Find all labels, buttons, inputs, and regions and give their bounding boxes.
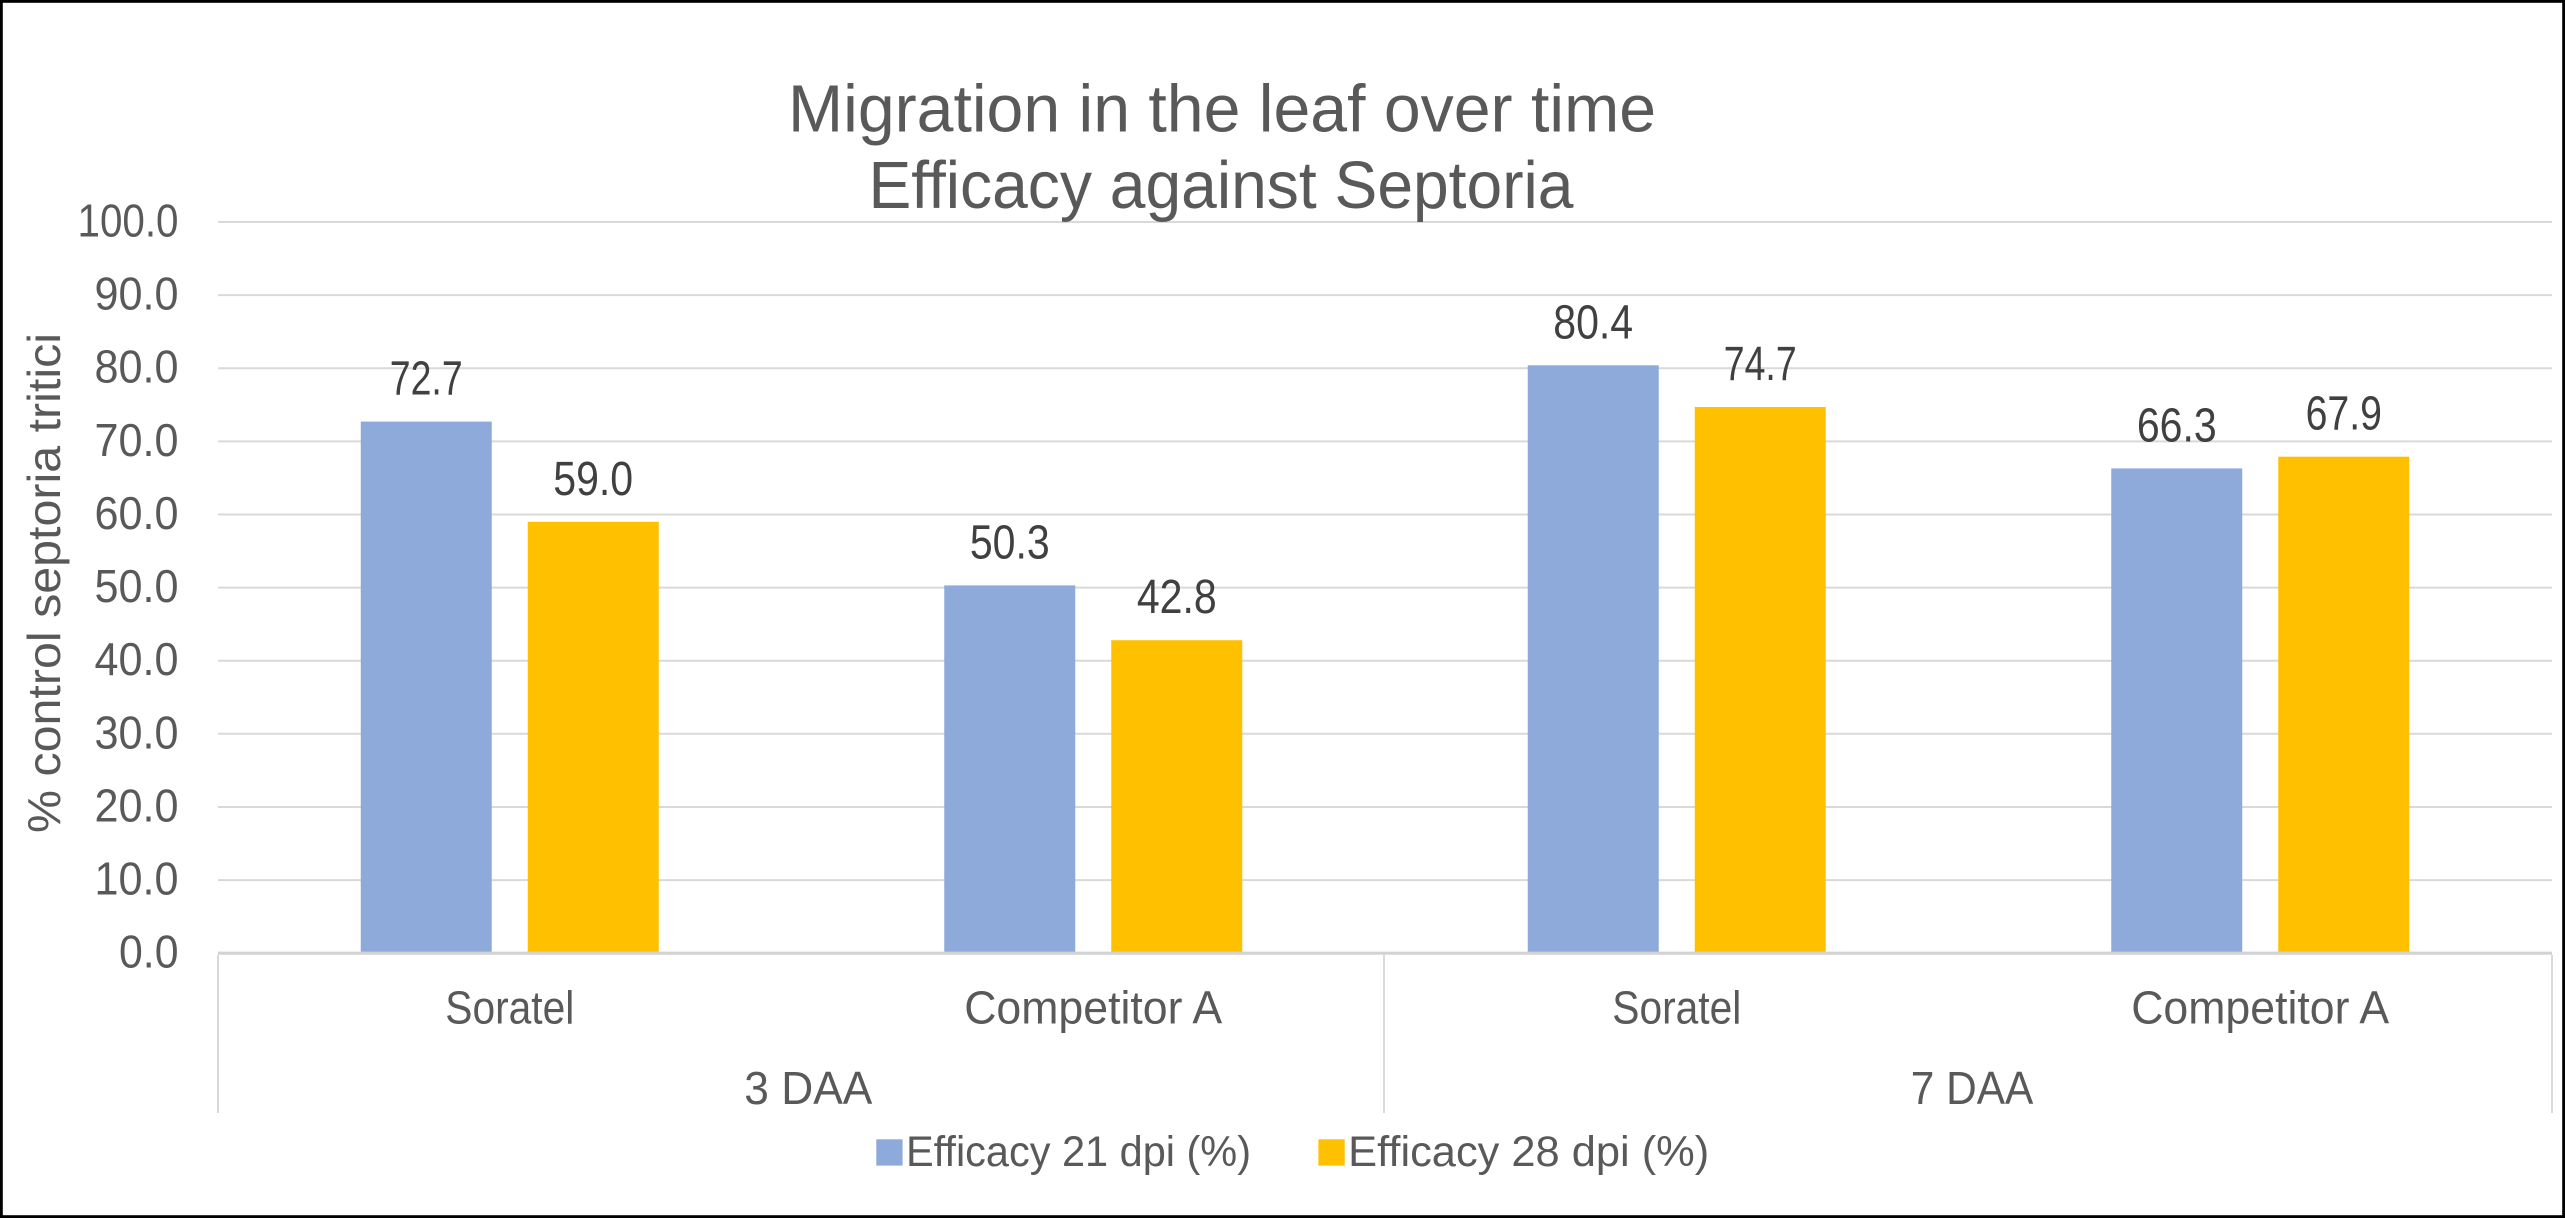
svg-text:Efficacy 28 dpi (%): Efficacy 28 dpi (%) [1348,1129,1709,1176]
svg-text:Competitor A: Competitor A [2131,982,2389,1034]
svg-text:80.4: 80.4 [1553,295,1633,349]
svg-text:66.3: 66.3 [2137,398,2217,452]
svg-text:Migration in the leaf over tim: Migration in the leaf over time [788,71,1656,146]
svg-text:Soratel: Soratel [1612,982,1741,1034]
svg-text:Efficacy against Septoria: Efficacy against Septoria [869,148,1575,223]
svg-text:42.8: 42.8 [1137,570,1217,624]
svg-text:59.0: 59.0 [553,452,633,506]
svg-text:20.0: 20.0 [95,780,179,832]
svg-text:7 DAA: 7 DAA [1911,1062,2034,1114]
svg-text:50.3: 50.3 [970,515,1050,569]
svg-text:67.9: 67.9 [2306,387,2382,441]
svg-text:3 DAA: 3 DAA [744,1062,872,1114]
svg-text:10.0: 10.0 [95,853,179,905]
svg-text:% control septoria tritici: % control septoria tritici [18,333,70,833]
svg-text:74.7: 74.7 [1724,337,1797,391]
svg-text:70.0: 70.0 [95,414,179,466]
svg-text:Efficacy 21 dpi (%): Efficacy 21 dpi (%) [906,1129,1251,1176]
svg-text:100.0: 100.0 [78,195,179,247]
svg-text:50.0: 50.0 [95,560,179,612]
svg-text:72.7: 72.7 [390,352,463,406]
svg-text:Soratel: Soratel [445,982,574,1034]
svg-text:60.0: 60.0 [95,487,179,539]
svg-text:80.0: 80.0 [95,341,179,393]
svg-text:0.0: 0.0 [119,926,179,978]
svg-text:Competitor A: Competitor A [964,982,1222,1034]
svg-text:40.0: 40.0 [95,633,179,685]
svg-text:90.0: 90.0 [95,268,179,320]
svg-text:30.0: 30.0 [95,706,179,758]
